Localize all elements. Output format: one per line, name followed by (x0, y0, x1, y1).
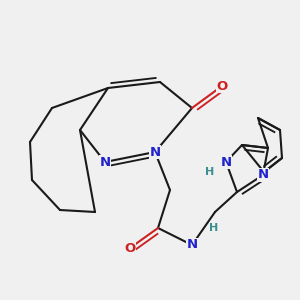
Text: H: H (206, 167, 214, 177)
Text: H: H (209, 223, 219, 233)
Text: N: N (186, 238, 198, 251)
Text: N: N (220, 155, 232, 169)
Text: N: N (257, 169, 268, 182)
Text: N: N (149, 146, 161, 158)
Text: O: O (216, 80, 228, 92)
Text: O: O (124, 242, 136, 254)
Text: N: N (99, 155, 111, 169)
